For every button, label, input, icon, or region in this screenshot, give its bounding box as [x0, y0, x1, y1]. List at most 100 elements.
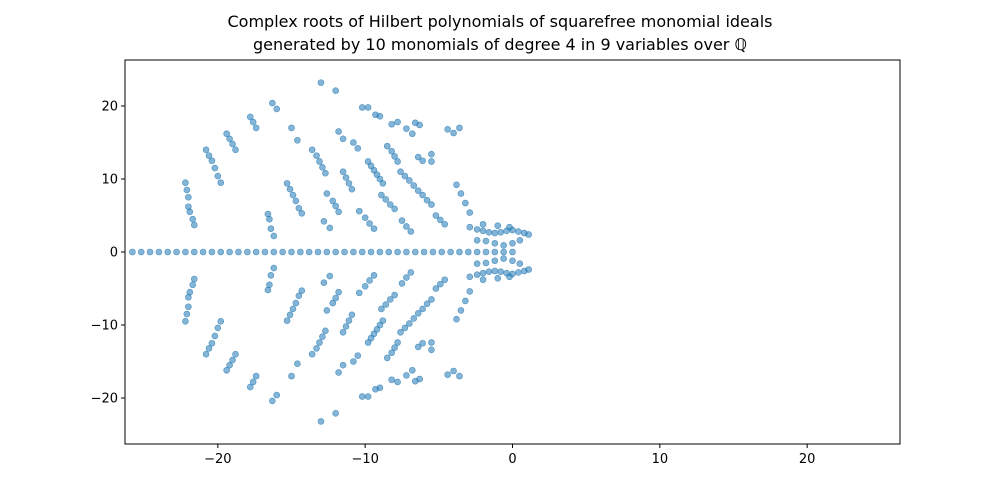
y-tick-label: 10 — [101, 172, 118, 187]
data-point — [466, 273, 474, 281]
data-point — [329, 299, 337, 307]
data-point — [339, 328, 347, 336]
data-point — [444, 371, 451, 378]
data-point — [494, 222, 502, 230]
data-point — [316, 339, 323, 346]
data-point — [500, 242, 507, 249]
y-tick-label: 20 — [101, 99, 118, 114]
data-point — [376, 112, 384, 120]
data-point — [129, 248, 136, 256]
data-point — [515, 269, 522, 276]
data-point — [428, 296, 435, 303]
data-point — [350, 139, 357, 146]
data-point — [364, 393, 372, 400]
data-point — [235, 248, 242, 256]
data-point — [414, 310, 422, 317]
data-point — [516, 237, 524, 244]
data-point — [270, 248, 278, 256]
data-point — [190, 248, 198, 256]
data-point — [482, 248, 490, 256]
data-point — [189, 215, 197, 223]
data-point — [229, 356, 236, 364]
data-point — [409, 130, 416, 138]
data-point — [186, 208, 194, 216]
data-point — [383, 142, 391, 150]
data-point — [269, 99, 276, 107]
data-point — [388, 147, 395, 155]
data-point — [288, 124, 295, 132]
data-point — [297, 248, 304, 256]
data-point — [317, 418, 325, 425]
data-point — [432, 285, 440, 292]
data-point — [323, 248, 331, 256]
data-point — [473, 226, 481, 233]
data-point — [466, 209, 474, 216]
data-point — [516, 260, 524, 267]
data-point — [525, 231, 533, 238]
data-point — [252, 372, 260, 380]
data-point — [391, 344, 398, 351]
data-point — [479, 269, 487, 277]
data-point — [515, 228, 522, 235]
data-point — [266, 215, 273, 223]
data-point — [202, 146, 210, 154]
data-point — [208, 339, 216, 347]
data-point — [397, 168, 404, 175]
data-point — [339, 361, 347, 369]
data-point — [243, 248, 251, 256]
data-point — [205, 152, 213, 159]
data-point — [341, 248, 348, 256]
data-point — [419, 191, 426, 199]
data-point — [525, 266, 533, 273]
x-tick-label: 20 — [799, 452, 816, 467]
data-point — [354, 352, 362, 359]
data-point — [386, 296, 394, 303]
data-point — [473, 271, 481, 278]
data-point — [410, 315, 418, 322]
data-point — [509, 239, 516, 247]
data-point — [322, 327, 329, 335]
data-point — [419, 339, 426, 347]
data-point — [319, 164, 326, 171]
data-point — [385, 248, 393, 256]
data-point — [332, 202, 339, 210]
chart-title-line-2: generated by 10 monomials of degree 4 in… — [252, 35, 748, 54]
data-point — [453, 315, 460, 323]
data-point — [279, 248, 286, 256]
data-point — [509, 257, 516, 265]
x-axis-ticks: −20 −10 0 10 20 — [204, 444, 815, 467]
data-point — [401, 324, 409, 332]
data-point — [403, 125, 410, 132]
data-point — [450, 129, 457, 137]
data-point — [358, 248, 366, 256]
data-point — [273, 391, 281, 399]
data-point — [146, 248, 154, 256]
data-point — [367, 248, 375, 256]
data-point — [403, 248, 410, 256]
data-point — [358, 393, 366, 400]
data-point — [202, 350, 210, 358]
data-point — [335, 128, 342, 135]
data-point — [441, 276, 449, 284]
data-point — [509, 248, 516, 256]
data-point — [270, 232, 278, 240]
data-point — [339, 168, 347, 175]
data-point — [345, 180, 353, 187]
data-point — [361, 214, 369, 221]
data-point — [348, 185, 356, 193]
data-point — [479, 227, 487, 235]
data-point — [339, 135, 347, 143]
data-point — [364, 104, 372, 111]
data-point — [205, 345, 213, 352]
data-point — [462, 199, 469, 207]
data-point — [332, 87, 339, 94]
data-point — [182, 318, 189, 325]
data-point — [491, 267, 499, 275]
data-point — [382, 196, 390, 203]
data-point — [397, 328, 404, 336]
data-point — [456, 372, 463, 380]
data-point — [441, 220, 449, 228]
data-point — [378, 305, 385, 313]
data-point — [457, 190, 465, 197]
